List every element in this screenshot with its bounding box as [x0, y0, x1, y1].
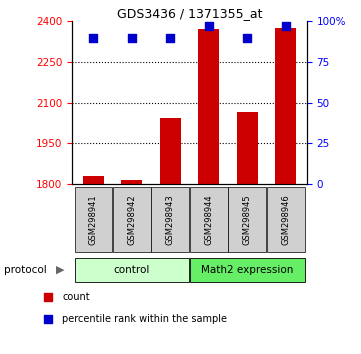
Point	[244, 35, 250, 40]
Text: Math2 expression: Math2 expression	[201, 265, 293, 275]
Point	[91, 35, 96, 40]
Point	[45, 294, 51, 300]
Bar	[121, 180, 142, 184]
FancyBboxPatch shape	[113, 187, 151, 252]
Text: GSM298943: GSM298943	[166, 194, 175, 245]
Title: GDS3436 / 1371355_at: GDS3436 / 1371355_at	[117, 7, 262, 20]
Point	[283, 23, 288, 29]
FancyBboxPatch shape	[74, 258, 189, 282]
Bar	[198, 29, 219, 184]
FancyBboxPatch shape	[229, 187, 266, 252]
Bar	[275, 28, 296, 184]
Text: protocol: protocol	[4, 265, 46, 275]
Text: control: control	[114, 265, 150, 275]
FancyBboxPatch shape	[190, 258, 305, 282]
FancyBboxPatch shape	[190, 187, 227, 252]
Text: GSM298944: GSM298944	[204, 194, 213, 245]
FancyBboxPatch shape	[152, 187, 189, 252]
Bar	[160, 118, 181, 184]
Bar	[237, 112, 258, 184]
Point	[168, 35, 173, 40]
Text: GSM298945: GSM298945	[243, 194, 252, 245]
Point	[206, 23, 212, 29]
Point	[45, 316, 51, 322]
Bar	[83, 176, 104, 184]
Text: GSM298946: GSM298946	[281, 194, 290, 245]
Text: ▶: ▶	[56, 265, 65, 275]
Text: count: count	[62, 292, 90, 302]
FancyBboxPatch shape	[267, 187, 305, 252]
Point	[129, 35, 135, 40]
FancyBboxPatch shape	[74, 187, 112, 252]
Text: percentile rank within the sample: percentile rank within the sample	[62, 314, 227, 324]
Text: GSM298941: GSM298941	[89, 194, 98, 245]
Text: GSM298942: GSM298942	[127, 194, 136, 245]
